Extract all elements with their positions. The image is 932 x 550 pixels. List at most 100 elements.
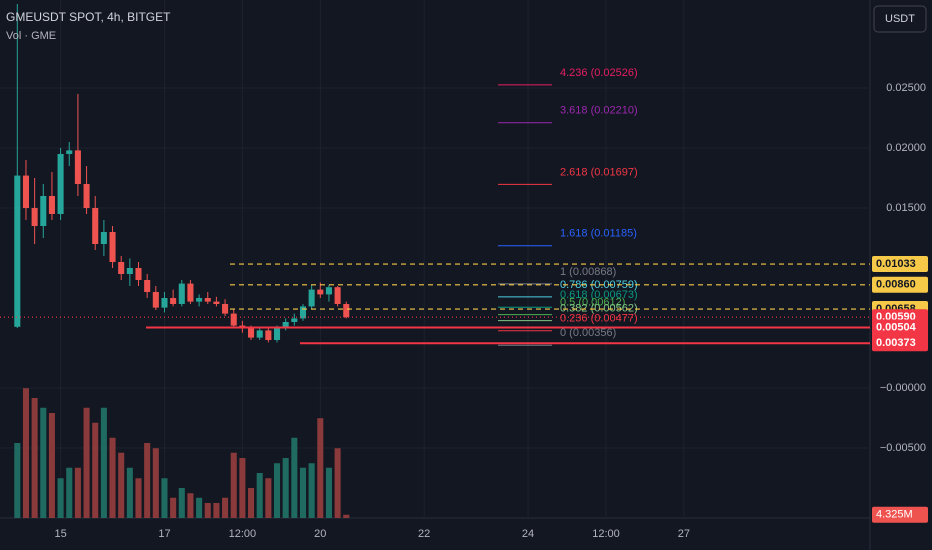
price-badge-label: 0.00504 <box>876 321 917 333</box>
volume-bar <box>239 458 246 518</box>
fib-label: 0.236 (0.00477) <box>560 313 638 325</box>
volume-bar <box>187 493 194 518</box>
volume-bar <box>66 467 73 518</box>
candle-body <box>92 207 99 244</box>
candle-body <box>118 262 125 275</box>
candle-body <box>66 150 73 154</box>
volume-bar <box>213 503 220 518</box>
candle-body <box>273 328 281 341</box>
volume-bar <box>22 388 29 518</box>
fib-label: 2.618 (0.01697) <box>560 166 638 178</box>
volume-bar <box>40 407 47 518</box>
volume-bar <box>126 467 133 518</box>
x-tick-label: 20 <box>314 528 326 540</box>
volume-bar <box>299 467 307 518</box>
candle-body <box>14 175 21 327</box>
volume-bar <box>325 467 332 518</box>
volume-bar <box>100 407 107 518</box>
candle-body <box>170 298 177 305</box>
candle-body <box>40 195 47 226</box>
volume-bar <box>83 407 90 518</box>
fib-label: 0 (0.00356) <box>560 327 616 339</box>
candle-body <box>204 298 211 302</box>
candle-body <box>196 298 203 302</box>
volume-bar <box>308 463 315 518</box>
volume-bar <box>31 398 38 518</box>
volume-bar <box>343 514 350 518</box>
currency-button[interactable] <box>873 5 927 33</box>
fib-label: 1 (0.00868) <box>560 266 616 278</box>
candle-body <box>256 330 263 338</box>
y-tick-label: 0.02500 <box>886 82 926 94</box>
y-tick-label: −0.00000 <box>880 382 926 394</box>
volume-badge-label: 4.325M <box>876 509 913 521</box>
x-tick-label: 12:00 <box>229 528 257 540</box>
x-tick-label: 17 <box>158 528 170 540</box>
x-tick-label: 12:00 <box>592 528 620 540</box>
candle-body <box>282 322 289 329</box>
currency-button-label[interactable]: USDT <box>885 13 915 25</box>
volume-bar <box>291 437 298 518</box>
volume-bar <box>48 413 55 518</box>
candle-body <box>135 268 142 281</box>
y-tick-label: 0.01500 <box>886 202 926 214</box>
candle-body <box>126 268 133 275</box>
price-badge <box>872 319 928 336</box>
fib-label: 3.618 (0.02210) <box>560 105 638 117</box>
candle-body <box>178 283 185 305</box>
volume-bar <box>196 497 203 518</box>
candle-body <box>152 292 159 308</box>
volume-bar <box>74 467 81 518</box>
volume-bar <box>222 497 229 518</box>
candle-body <box>325 287 332 295</box>
symbol-title: GMEUSDT SPOT, 4h, BITGET <box>6 10 171 24</box>
x-tick-label: 24 <box>522 528 534 540</box>
candle-body <box>248 328 255 338</box>
candle-body <box>308 289 315 307</box>
volume-bar <box>109 437 116 518</box>
candle-body <box>187 283 194 302</box>
fib-label: 0.618 (0.00673) <box>560 289 638 301</box>
volume-bar <box>256 473 263 518</box>
candle-body <box>334 287 341 305</box>
fib-label: 0.382 (0.00562) <box>560 302 638 314</box>
volume-bar <box>57 478 64 518</box>
candle-body <box>222 304 229 314</box>
candle-body <box>57 153 64 214</box>
volume-legend: Vol · GME <box>6 30 56 42</box>
fib-label: 0.5 (0.00612) <box>560 296 625 308</box>
fib-label: 0.786 (0.00759) <box>560 279 638 291</box>
volume-bar <box>178 488 185 518</box>
volume-bar <box>14 443 21 518</box>
volume-bar <box>170 497 177 518</box>
volume-bar <box>118 452 125 518</box>
volume-bar <box>204 503 211 518</box>
volume-bar <box>248 488 255 518</box>
candle-body <box>83 183 90 208</box>
candle-body <box>317 289 324 295</box>
x-tick-label: 27 <box>678 528 690 540</box>
candle-body <box>22 175 29 208</box>
price-badge <box>872 335 928 352</box>
candle-body <box>265 330 272 341</box>
candle-body <box>213 301 220 305</box>
volume-badge <box>872 506 928 523</box>
volume-bar <box>334 448 341 518</box>
volume-bar <box>152 448 159 518</box>
candle-body <box>48 195 55 214</box>
candle-body <box>31 207 38 226</box>
volume-bar <box>317 418 324 518</box>
volume-bar <box>144 443 151 518</box>
price-badge-label: 0.00860 <box>876 279 916 291</box>
price-badge-label: 0.00373 <box>876 337 916 349</box>
volume-bar <box>273 463 281 518</box>
volume-bar <box>92 422 99 518</box>
candle-body <box>144 280 151 293</box>
price-badge <box>872 276 928 293</box>
y-tick-label: −0.00500 <box>880 442 926 454</box>
x-tick-label: 22 <box>418 528 430 540</box>
volume-bar <box>161 478 168 518</box>
candle-body <box>74 150 81 184</box>
fib-label: 4.236 (0.02526) <box>560 67 638 79</box>
